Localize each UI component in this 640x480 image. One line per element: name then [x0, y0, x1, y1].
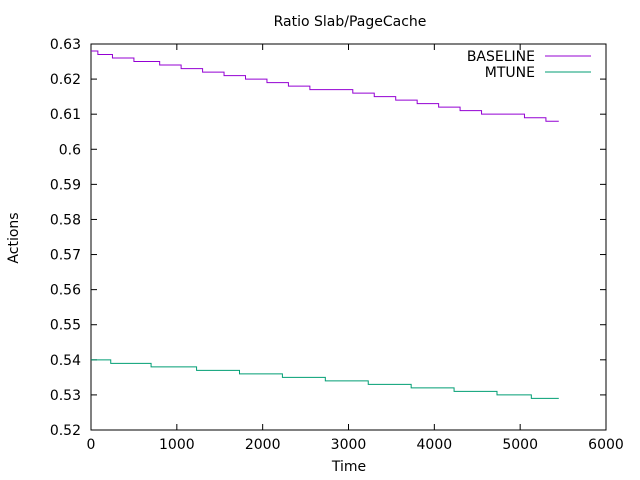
x-tick-label: 2000 [245, 437, 281, 453]
series-line-mtune [91, 359, 559, 399]
legend-label-mtune: MTUNE [485, 65, 535, 81]
y-tick-label: 0.63 [50, 37, 81, 53]
y-tick-label: 0.53 [50, 388, 81, 404]
x-tick-label: 0 [87, 437, 96, 453]
x-tick-label: 6000 [588, 437, 624, 453]
y-tick-label: 0.58 [50, 212, 81, 228]
y-tick-label: 0.62 [50, 72, 81, 88]
chart-title: Ratio Slab/PageCache [274, 14, 427, 30]
y-tick-label: 0.52 [50, 423, 81, 439]
y-tick-label: 0.55 [50, 318, 81, 334]
x-tick-label: 4000 [417, 437, 453, 453]
legend-label-baseline: BASELINE [467, 49, 535, 65]
x-tick-label: 5000 [502, 437, 538, 453]
y-tick-label: 0.59 [50, 177, 81, 193]
x-tick-label: 1000 [159, 437, 195, 453]
x-axis-title: Time [331, 459, 366, 475]
x-tick-label: 3000 [331, 437, 367, 453]
y-axis-title: Actions [6, 212, 22, 263]
plot-frame [90, 43, 607, 431]
y-tick-label: 0.6 [59, 142, 81, 158]
y-tick-label: 0.54 [50, 353, 81, 369]
series-layer [91, 50, 559, 399]
y-tick-label: 0.56 [50, 283, 81, 299]
series-line-baseline [91, 50, 559, 122]
axis-ticks: 0 1000 2000 3000 4000 5000 6000 0.52 0.53 0.54 0.5… [50, 37, 624, 453]
y-tick-label: 0.61 [50, 107, 81, 123]
y-tick-label: 0.57 [50, 248, 81, 264]
